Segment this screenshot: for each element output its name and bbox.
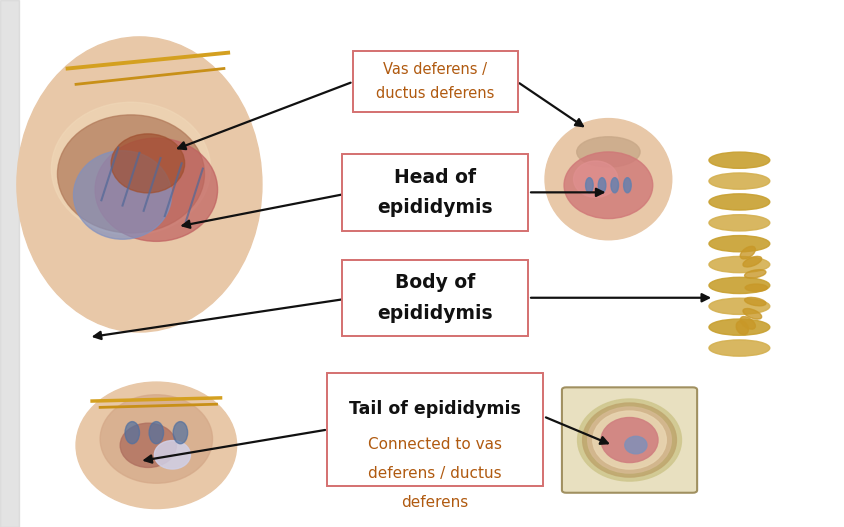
Text: epididymis: epididymis xyxy=(377,304,492,323)
FancyBboxPatch shape xyxy=(342,154,528,231)
Ellipse shape xyxy=(742,256,760,267)
Ellipse shape xyxy=(592,411,665,469)
Ellipse shape xyxy=(577,399,680,481)
Ellipse shape xyxy=(744,284,766,291)
Ellipse shape xyxy=(708,194,769,210)
Ellipse shape xyxy=(610,178,618,193)
Ellipse shape xyxy=(744,297,765,306)
Ellipse shape xyxy=(742,308,760,319)
Ellipse shape xyxy=(17,37,262,332)
Ellipse shape xyxy=(125,422,139,444)
Ellipse shape xyxy=(600,417,657,463)
Ellipse shape xyxy=(708,277,769,294)
Ellipse shape xyxy=(564,152,652,219)
Ellipse shape xyxy=(544,119,671,240)
Ellipse shape xyxy=(149,422,164,444)
Ellipse shape xyxy=(739,317,755,329)
Ellipse shape xyxy=(587,407,670,473)
Ellipse shape xyxy=(708,319,769,335)
Ellipse shape xyxy=(735,321,748,335)
Text: deferens / ductus: deferens / ductus xyxy=(368,466,501,481)
Ellipse shape xyxy=(708,340,769,356)
FancyBboxPatch shape xyxy=(327,373,543,486)
Ellipse shape xyxy=(173,422,187,444)
Ellipse shape xyxy=(154,441,190,469)
Ellipse shape xyxy=(576,136,640,167)
Ellipse shape xyxy=(51,102,210,235)
Text: Head of: Head of xyxy=(393,168,476,187)
Ellipse shape xyxy=(573,161,617,197)
Polygon shape xyxy=(0,0,19,527)
FancyBboxPatch shape xyxy=(561,387,696,493)
Ellipse shape xyxy=(100,395,213,483)
Text: ductus deferens: ductus deferens xyxy=(376,86,494,101)
Ellipse shape xyxy=(708,152,769,168)
Text: Body of: Body of xyxy=(395,273,474,292)
FancyBboxPatch shape xyxy=(353,51,517,112)
Ellipse shape xyxy=(111,134,185,193)
Ellipse shape xyxy=(73,151,171,239)
Ellipse shape xyxy=(708,214,769,231)
Ellipse shape xyxy=(708,298,769,315)
Ellipse shape xyxy=(120,423,176,467)
Text: Connected to vas: Connected to vas xyxy=(368,436,501,452)
FancyBboxPatch shape xyxy=(342,260,528,336)
Ellipse shape xyxy=(585,178,592,193)
Ellipse shape xyxy=(598,178,605,193)
Text: Vas deferens /: Vas deferens / xyxy=(382,62,487,77)
Ellipse shape xyxy=(582,403,675,477)
Ellipse shape xyxy=(624,436,647,454)
Text: Tail of epididymis: Tail of epididymis xyxy=(349,400,521,418)
Ellipse shape xyxy=(57,115,204,233)
Ellipse shape xyxy=(623,178,630,193)
Text: deferens: deferens xyxy=(401,495,468,510)
Text: epididymis: epididymis xyxy=(377,198,492,217)
Ellipse shape xyxy=(739,246,755,259)
Ellipse shape xyxy=(708,173,769,189)
Ellipse shape xyxy=(95,138,218,241)
Ellipse shape xyxy=(708,257,769,272)
Ellipse shape xyxy=(708,236,769,252)
Ellipse shape xyxy=(76,382,236,509)
Ellipse shape xyxy=(744,270,765,278)
